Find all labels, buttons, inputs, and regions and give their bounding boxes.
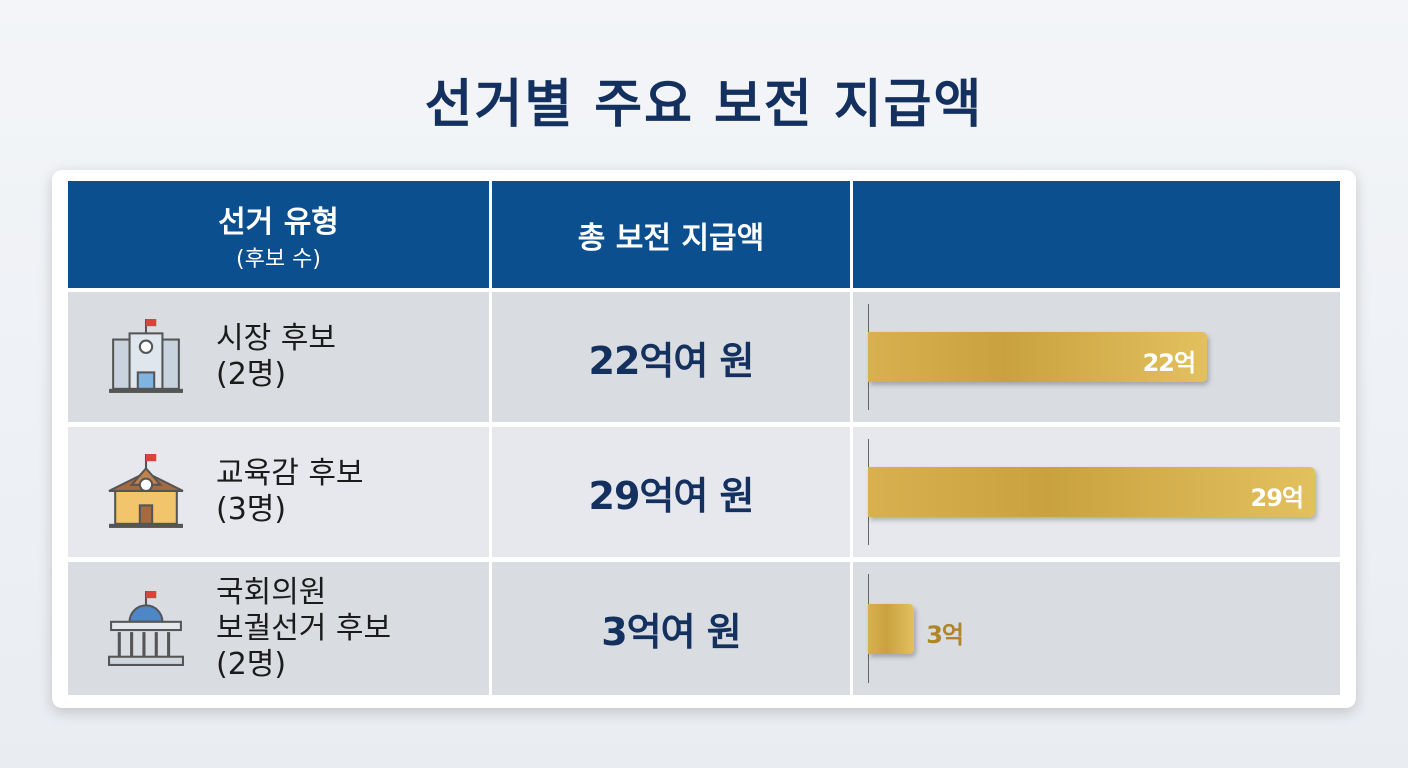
candidate-count: (2명) [216, 357, 287, 392]
candidate-count: (2명) [216, 646, 287, 682]
header-cell [853, 181, 1340, 288]
header-label: 총 보전 지급액 [577, 220, 765, 256]
row-cell: 교육감 후보 (3명) [68, 427, 489, 557]
bar-label: 22억 [1142, 349, 1196, 377]
bar-label: 29억 [1250, 484, 1304, 512]
header-label: 선거 유형 [218, 204, 339, 240]
type-line: 시장 후보 [216, 321, 336, 356]
type-line: 보궐선거 후보 [216, 610, 392, 646]
header-cell: 선거 유형 (후보 수) [68, 181, 489, 288]
amount-cell: 3억여 원 [492, 562, 850, 695]
candidate-count: (3명) [216, 492, 287, 527]
type-label: 시장 후보 (2명) [216, 321, 336, 393]
bar-cell [853, 562, 1340, 695]
amount-cell: 22억여 원 [492, 292, 850, 422]
amount-cell: 29억여 원 [492, 427, 850, 557]
bar-label: 3억 [926, 620, 964, 649]
bar [868, 603, 915, 654]
building-icon [108, 590, 184, 666]
header-cell: 총 보전 지급액 [492, 181, 850, 288]
row-cell: 국회의원 보궐선거 후보 (2명) [68, 562, 489, 695]
building-icon [108, 454, 184, 528]
row-cell: 시장 후보 (2명) [68, 292, 489, 422]
header-sub: (후보 수) [236, 246, 321, 272]
type-label: 국회의원 보궐선거 후보 (2명) [216, 575, 391, 683]
building-icon [109, 319, 183, 393]
bar [868, 467, 1315, 517]
type-label: 교육감 후보 (3명) [216, 456, 364, 528]
bar [868, 332, 1208, 382]
type-line: 교육감 후보 [216, 456, 364, 491]
title: 선거별 주요 보전 지급액 [424, 75, 984, 135]
type-line: 국회의원 [216, 574, 327, 610]
